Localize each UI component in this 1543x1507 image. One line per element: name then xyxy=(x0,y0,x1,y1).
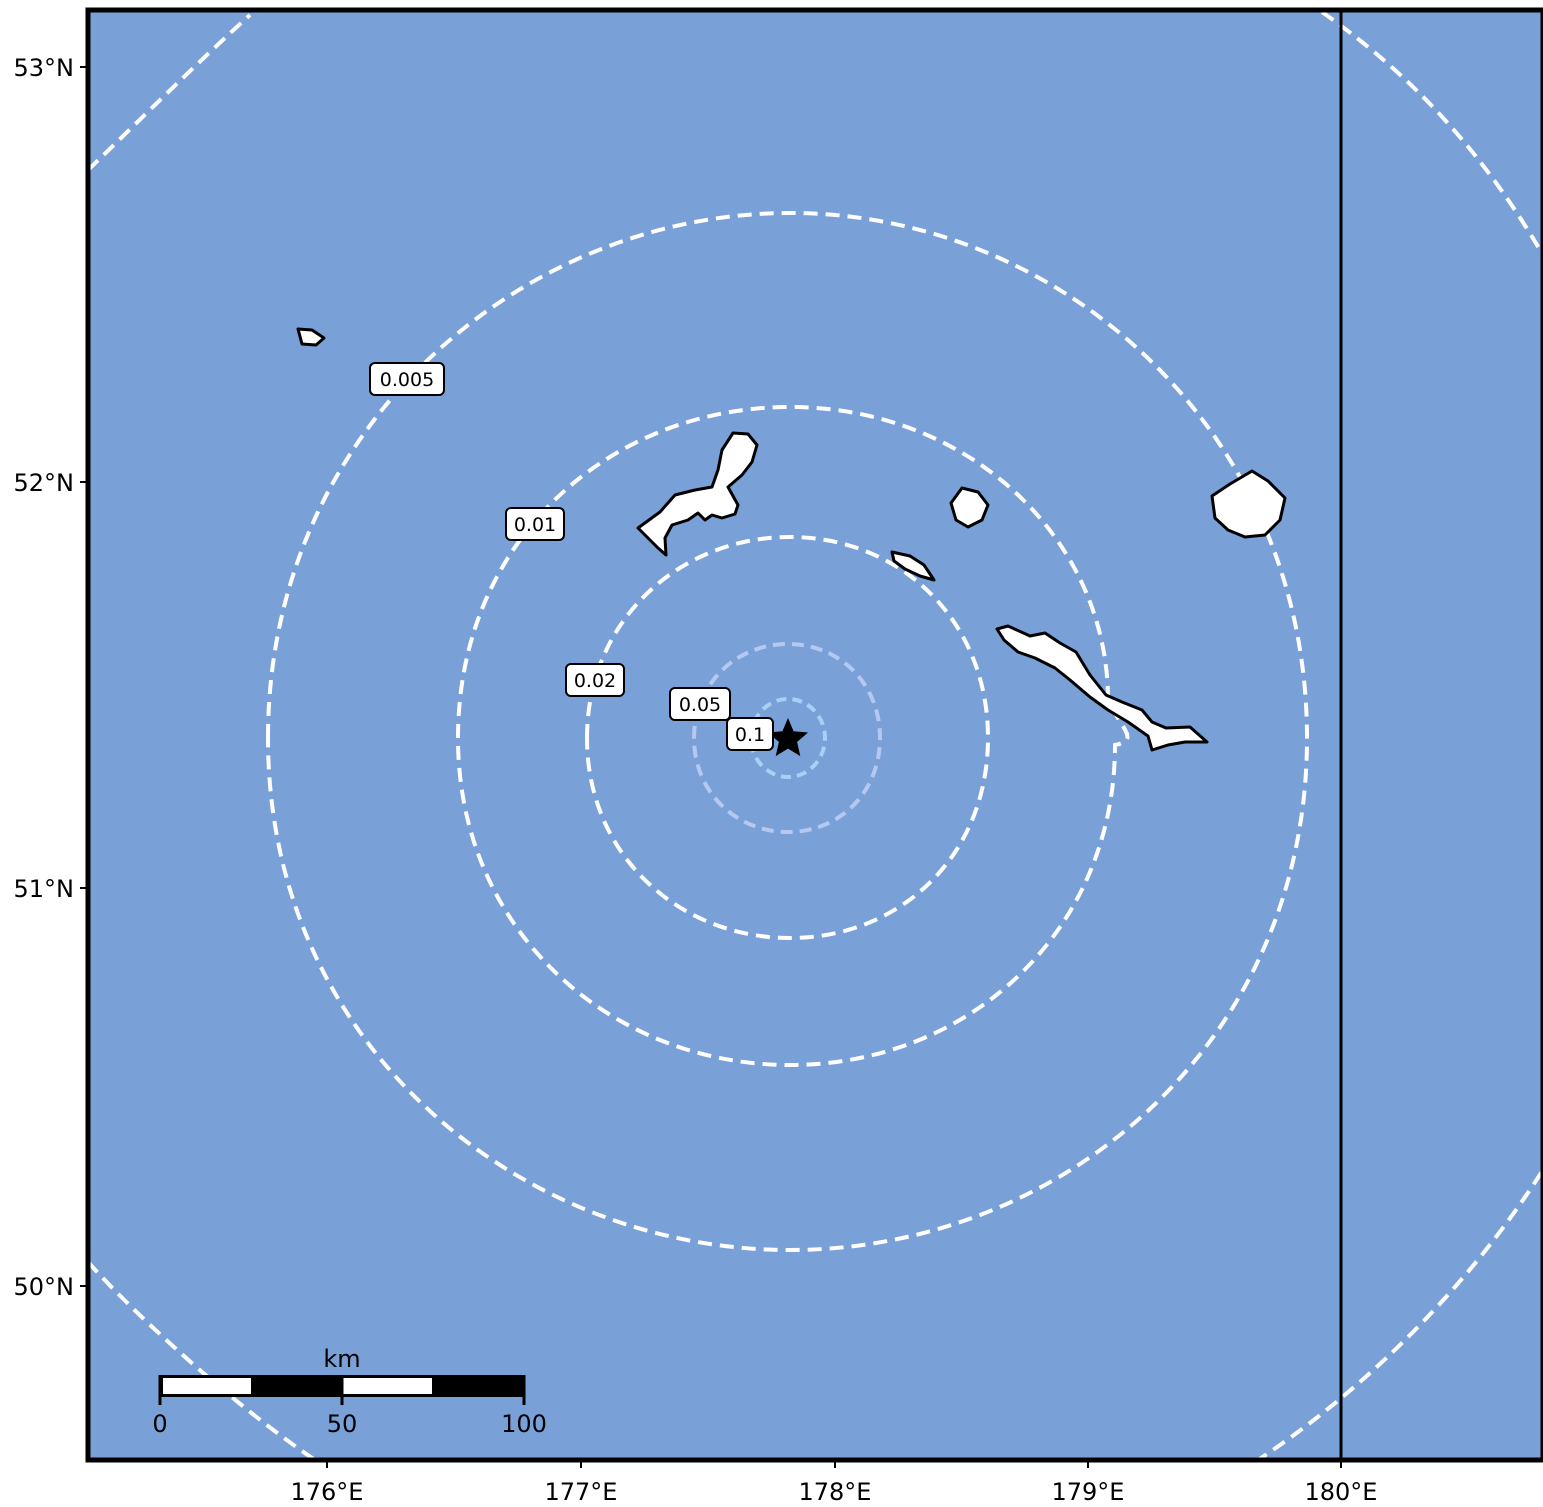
lon-tick-label: 176°E xyxy=(291,1478,364,1506)
island-semisopochnoi xyxy=(1210,469,1287,539)
contour-line-0.02 xyxy=(584,534,991,941)
contour-label-text: 0.05 xyxy=(679,694,721,716)
contour-label-0.02: 0.02 xyxy=(565,663,625,697)
contour-arc-bottom-left xyxy=(88,1260,319,1460)
outer-contour-arcs xyxy=(88,10,1543,1460)
lon-tick-label: 180°E xyxy=(1305,1478,1378,1506)
lat-tick-label: 52°N xyxy=(14,469,75,497)
lon-tick-label: 179°E xyxy=(1052,1478,1125,1506)
island-amchitka xyxy=(995,624,1209,752)
lon-tick-label: 178°E xyxy=(799,1478,872,1506)
scale-bar-label: 50 xyxy=(327,1410,358,1438)
contour-line-0.1 xyxy=(748,696,828,780)
lon-tick-label: 177°E xyxy=(545,1478,618,1506)
contour-arc-top-right xyxy=(1320,10,1543,257)
contour-arc-top-left xyxy=(88,13,252,172)
map-frame xyxy=(85,7,1543,1463)
lat-tick-label: 51°N xyxy=(14,875,75,903)
contour-label-0.1: 0.1 xyxy=(726,717,774,751)
island-little-sitkin xyxy=(949,486,990,529)
scale-bar-unit: km xyxy=(323,1345,360,1373)
contour-label-0.01: 0.01 xyxy=(505,507,565,541)
scale-bar: km 0 50 100 xyxy=(152,1345,547,1438)
islands xyxy=(296,327,1287,752)
lon-axis: 176°E 177°E 178°E 179°E 180°E xyxy=(291,1460,1378,1506)
scale-bar-label: 100 xyxy=(501,1410,547,1438)
contour-label-0.005: 0.005 xyxy=(369,362,445,396)
scale-bar-label: 0 xyxy=(152,1410,167,1438)
contour-label-text: 0.1 xyxy=(735,724,765,746)
contour-label-0.05: 0.05 xyxy=(669,687,731,721)
contour-arc-bottom-right xyxy=(1254,1168,1543,1460)
contour-line-0.01 xyxy=(455,404,1130,1068)
contour-label-text: 0.005 xyxy=(380,369,434,391)
epicenter-star-icon xyxy=(768,718,808,757)
island-kiska xyxy=(636,431,759,557)
contour-line-0.05 xyxy=(691,641,883,835)
lat-tick-label: 50°N xyxy=(14,1273,75,1301)
lat-axis: 53°N 52°N 51°N 50°N xyxy=(14,54,88,1301)
lat-tick-label: 53°N xyxy=(14,54,75,82)
ocean-area xyxy=(88,10,1543,1460)
contour-label-text: 0.01 xyxy=(514,514,556,536)
island-rat-small xyxy=(890,550,936,582)
contour-label-text: 0.02 xyxy=(574,670,616,692)
island-buldir xyxy=(296,327,326,347)
contour-line-0.005 xyxy=(265,210,1310,1253)
